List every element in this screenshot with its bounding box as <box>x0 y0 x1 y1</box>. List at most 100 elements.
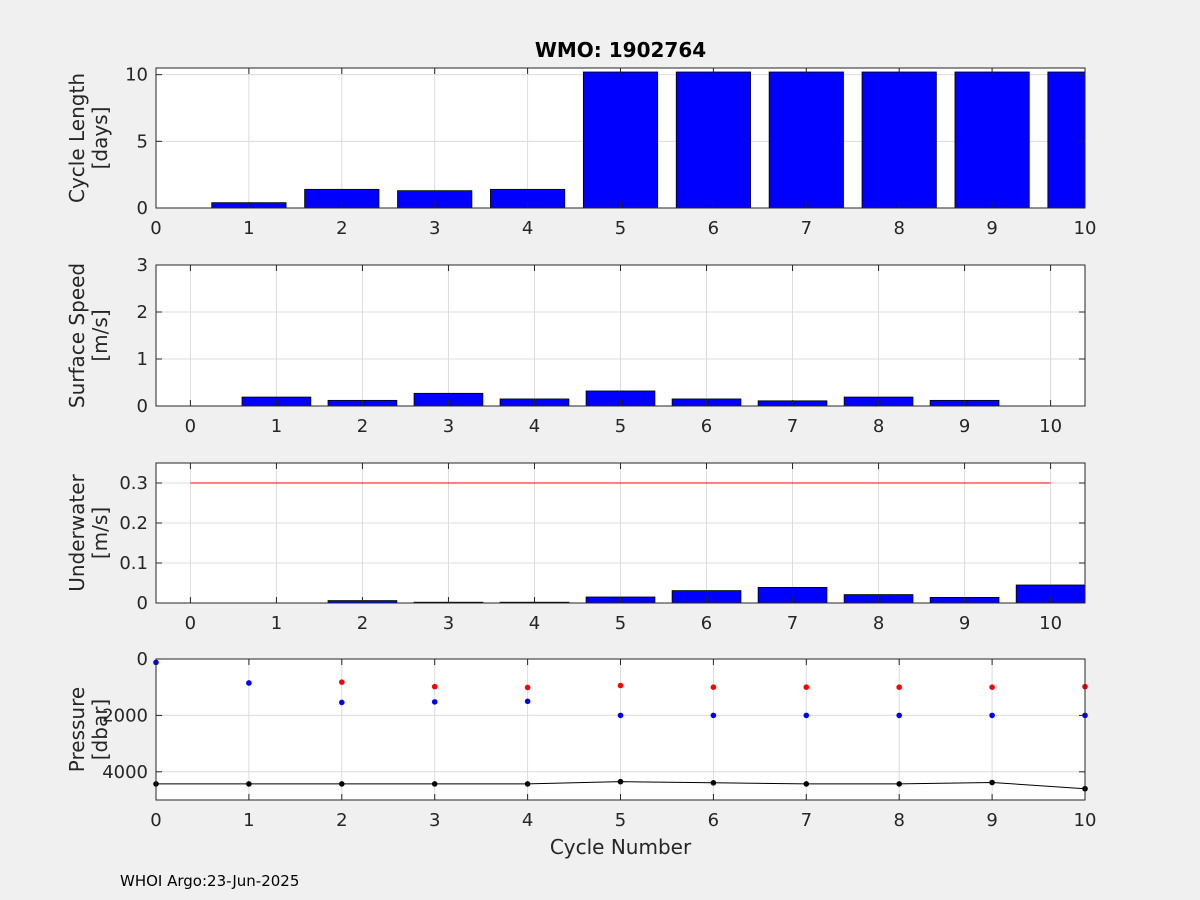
y-tick-label: 1 <box>137 349 148 370</box>
y-tick-label: 0.3 <box>119 473 148 494</box>
point-black <box>431 781 438 787</box>
y-tick-label: 0.2 <box>119 513 148 534</box>
x-tick-label: 3 <box>429 218 440 239</box>
data-layer <box>211 71 1085 208</box>
panel-4: 0 1 2 3 4 5 6 7 8 9 10 0 2000 4000 Pressure [dbar] Cycle… <box>65 649 1096 859</box>
point-red <box>710 684 717 690</box>
bar <box>397 190 473 208</box>
bar <box>582 71 659 208</box>
y-axis-label: [dbar] <box>88 699 112 760</box>
x-tick-label: 2 <box>336 218 347 239</box>
point-black <box>617 778 624 785</box>
x-tick-label: 2 <box>357 416 368 437</box>
x-tick-label: 1 <box>243 810 254 831</box>
y-tick-label: 3 <box>137 255 148 276</box>
point-black <box>524 781 531 787</box>
x-tick-label: 10 <box>1039 613 1062 634</box>
x-tick-label: 5 <box>615 613 626 634</box>
point-red <box>989 684 995 690</box>
point-red <box>524 684 531 691</box>
x-tick-label: 3 <box>443 416 454 437</box>
y-axis-label: Cycle Length <box>65 73 89 203</box>
y-tick-label: 0 <box>137 649 148 670</box>
x-tick-label: 1 <box>271 416 282 437</box>
point-blue <box>803 712 810 719</box>
x-tick-label: 8 <box>893 218 904 239</box>
point-black <box>710 779 717 786</box>
x-tick-label: 10 <box>1039 416 1062 437</box>
point-black <box>896 781 902 787</box>
y-axis-label: [days] <box>88 107 112 170</box>
x-tick-label: 9 <box>959 416 970 437</box>
y-tick-label: 0 <box>137 593 148 614</box>
x-axis-label: Cycle Number <box>550 835 692 859</box>
x-tick-label: 9 <box>986 218 997 239</box>
point-red <box>339 679 345 685</box>
x-tick-label: 7 <box>801 218 812 239</box>
x-tick-label: 7 <box>787 613 798 634</box>
point-blue <box>989 712 995 719</box>
x-tick-label: 1 <box>271 613 282 634</box>
x-tick-label: 6 <box>708 218 719 239</box>
x-tick-label: 0 <box>185 416 196 437</box>
x-tick-label: 7 <box>787 416 798 437</box>
point-black <box>339 781 345 787</box>
y-tick-label: 2000 <box>102 705 148 726</box>
x-tick-label: 8 <box>893 810 904 831</box>
x-tick-label: 2 <box>336 810 347 831</box>
x-tick-label: 8 <box>873 416 884 437</box>
x-tick-label: 4 <box>529 416 540 437</box>
x-tick-label: 5 <box>615 416 626 437</box>
footer-timestamp: WHOI Argo:23-Jun-2025 <box>120 872 300 890</box>
point-blue <box>710 712 717 719</box>
x-tick-label: 6 <box>708 810 719 831</box>
point-blue <box>524 698 531 705</box>
y-tick-label: 10 <box>125 65 148 86</box>
point-blue <box>896 712 902 719</box>
x-tick-label: 9 <box>986 810 997 831</box>
panel-3: 0 1 2 3 4 5 6 7 8 9 10 0 0.1 0.2 0.3 Underwater [m/s] <box>65 462 1086 634</box>
y-tick-label: 4000 <box>102 762 148 783</box>
bar <box>768 71 844 208</box>
x-tick-label: 6 <box>701 416 712 437</box>
y-tick-label: 0 <box>137 396 148 417</box>
bar <box>954 71 1030 208</box>
x-tick-label: 5 <box>615 218 626 239</box>
x-tick-label: 0 <box>150 810 161 831</box>
y-axis-label: Surface Speed <box>65 263 89 408</box>
point-black <box>989 779 995 786</box>
y-tick-label: 2 <box>137 302 148 323</box>
panel-2: 0 1 2 3 4 5 6 7 8 9 10 0 1 2 3 Surface Speed [m/s] <box>65 255 1086 437</box>
x-tick-label: 1 <box>243 218 254 239</box>
point-blue <box>431 699 438 705</box>
x-tick-label: 3 <box>429 810 440 831</box>
x-tick-label: 0 <box>185 613 196 634</box>
x-tick-label: 6 <box>701 613 712 634</box>
point-blue <box>339 699 345 706</box>
chart-title: WMO: 1902764 <box>535 38 706 62</box>
x-tick-label: 4 <box>529 613 540 634</box>
x-tick-label: 8 <box>873 613 884 634</box>
bar <box>861 71 937 208</box>
point-black <box>246 781 252 787</box>
y-axis-label: Underwater <box>65 473 89 591</box>
x-tick-label: 9 <box>959 613 970 634</box>
point-red <box>803 684 810 690</box>
y-tick-label: 0 <box>137 198 148 219</box>
bar <box>675 71 751 208</box>
x-tick-label: 0 <box>150 218 161 239</box>
x-tick-label: 3 <box>443 613 454 634</box>
x-tick-label: 10 <box>1074 218 1097 239</box>
point-blue <box>617 712 624 719</box>
point-blue <box>246 680 252 686</box>
x-tick-label: 4 <box>522 810 533 831</box>
point-red <box>431 683 438 690</box>
point-black <box>803 781 810 787</box>
y-axis-label: [m/s] <box>88 507 112 559</box>
point-red <box>896 684 902 690</box>
y-axis-label: Pressure <box>65 687 89 772</box>
x-tick-label: 5 <box>615 810 626 831</box>
x-tick-label: 4 <box>522 218 533 239</box>
y-axis-label: [m/s] <box>88 309 112 361</box>
